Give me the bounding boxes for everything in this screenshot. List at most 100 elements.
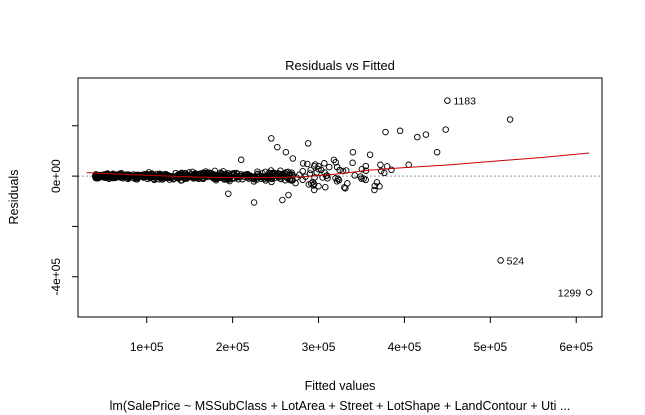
data-point <box>315 182 322 190</box>
data-point <box>268 178 275 186</box>
data-point <box>268 135 275 142</box>
data-point <box>332 175 339 182</box>
data-point <box>311 174 318 181</box>
data-point <box>366 151 374 158</box>
x-tick-label: 1e+05 <box>130 340 164 354</box>
data-point <box>358 165 366 173</box>
x-tick-label: 5e+05 <box>473 340 507 354</box>
data-point <box>236 172 244 180</box>
data-point <box>292 179 299 187</box>
data-point <box>349 159 356 167</box>
data-point <box>335 176 343 184</box>
data-point <box>277 167 284 174</box>
data-point <box>321 160 328 167</box>
data-point <box>322 183 329 191</box>
data-point <box>315 165 322 173</box>
data-point <box>185 169 193 176</box>
data-point <box>362 162 370 170</box>
data-point <box>277 175 285 183</box>
y-tick-label: -4e+05 <box>49 258 63 296</box>
data-point <box>209 172 216 179</box>
data-point <box>282 148 290 156</box>
data-point <box>334 175 342 183</box>
outlier-point <box>497 257 504 264</box>
data-point <box>132 175 140 183</box>
data-point <box>339 167 347 175</box>
data-point <box>190 172 198 179</box>
data-point <box>181 169 189 177</box>
data-point <box>174 172 181 179</box>
data-point <box>250 178 258 185</box>
data-point <box>315 162 322 170</box>
data-point <box>309 178 316 186</box>
data-point <box>151 174 159 181</box>
data-point <box>254 168 261 175</box>
data-point <box>396 127 404 135</box>
x-axis-label: Fitted values <box>305 379 376 393</box>
data-point <box>342 185 349 192</box>
data-point <box>371 182 378 190</box>
data-point <box>371 186 378 194</box>
data-point <box>177 171 184 178</box>
data-point <box>237 156 245 164</box>
data-point <box>284 175 291 182</box>
data-point <box>299 167 306 175</box>
data-point <box>286 176 293 183</box>
data-point <box>296 171 303 179</box>
data-point <box>388 166 395 174</box>
data-point <box>442 126 449 133</box>
data-point <box>92 171 99 179</box>
data-point <box>262 173 269 180</box>
plot-frame <box>77 77 603 318</box>
plot-area: 1e+05 2e+05 3e+05 4e+05 5e+05 6e+05 -4e+05 0e+0… <box>49 77 603 354</box>
data-point <box>381 169 388 177</box>
data-point <box>244 171 251 178</box>
data-point <box>267 167 275 174</box>
x-tick-label: 3e+05 <box>302 340 336 354</box>
data-point <box>198 174 205 182</box>
data-point <box>250 199 258 206</box>
data-point <box>107 172 114 180</box>
data-point <box>250 173 258 181</box>
data-point <box>208 172 215 180</box>
data-point <box>279 196 286 204</box>
data-point <box>422 131 430 138</box>
data-point <box>218 170 225 177</box>
data-point <box>377 161 384 169</box>
outlier-label: 524 <box>507 255 525 267</box>
data-point <box>373 179 381 186</box>
data-point <box>277 172 285 179</box>
data-point <box>349 148 357 156</box>
data-point <box>382 128 389 136</box>
data-point <box>164 174 172 181</box>
outlier-point <box>444 97 451 104</box>
data-point <box>304 140 312 147</box>
data-point <box>286 171 293 179</box>
data-point <box>414 133 421 141</box>
x-tick-label: 2e+05 <box>216 340 250 354</box>
data-point <box>351 172 358 179</box>
data-point <box>224 172 231 179</box>
y-tick-label: 0e+00 <box>49 159 63 193</box>
data-point <box>225 190 232 197</box>
chart-subtitle: lm(SalePrice ~ MSSubClass + LotArea + St… <box>110 399 571 413</box>
data-point <box>262 168 269 176</box>
data-point <box>200 172 207 180</box>
chart-title: Residuals vs Fitted <box>285 58 395 73</box>
y-axis-label: Residuals <box>7 170 21 225</box>
data-point <box>247 172 254 180</box>
data-point <box>307 180 315 187</box>
data-point <box>333 163 341 171</box>
data-point <box>310 186 318 194</box>
outlier-label: 1299 <box>558 287 582 299</box>
outlier-label: 1183 <box>453 96 476 108</box>
data-point <box>506 116 514 123</box>
data-point <box>299 160 307 167</box>
x-tick-label: 4e+05 <box>388 340 422 354</box>
outlier-point <box>585 289 593 296</box>
data-point <box>274 143 281 151</box>
x-tick-label: 6e+05 <box>559 340 593 354</box>
data-point <box>325 163 333 171</box>
data-point <box>307 166 314 174</box>
